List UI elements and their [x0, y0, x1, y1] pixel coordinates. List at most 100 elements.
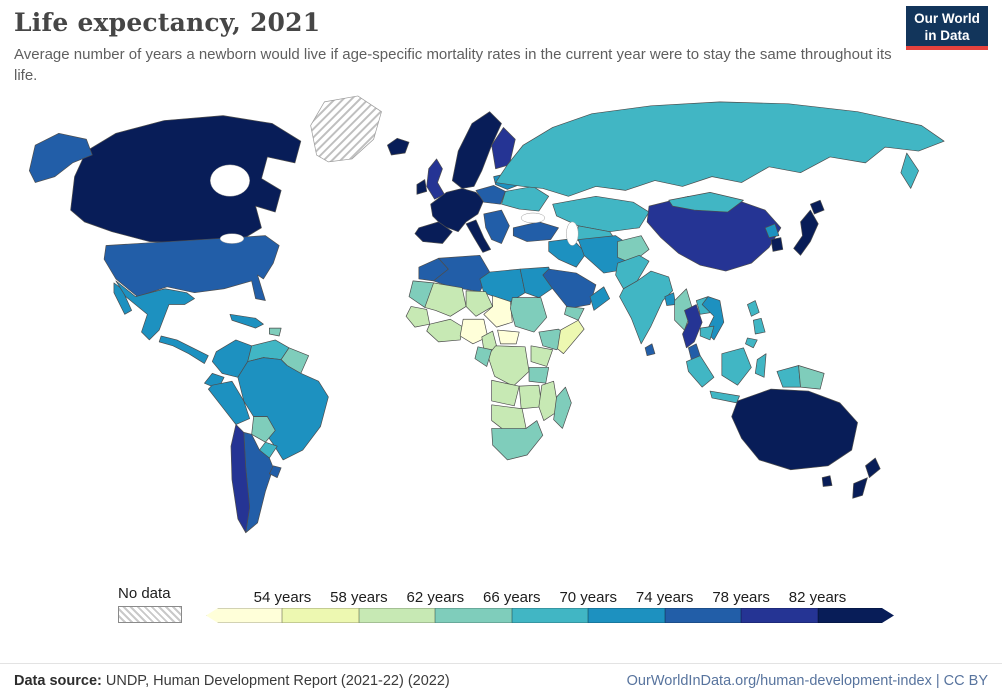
country-norway-sweden[interactable]	[451, 111, 502, 189]
country-central-america[interactable]	[158, 335, 209, 364]
country-gabon-congo[interactable]	[474, 346, 492, 367]
country-sudan[interactable]	[510, 297, 548, 333]
country-russia[interactable]	[495, 101, 945, 197]
country-angola[interactable]	[491, 379, 520, 407]
country-papua-new-guinea[interactable]	[798, 365, 825, 390]
legend-bin-62-66[interactable]	[435, 608, 512, 623]
country-alaska[interactable]	[28, 133, 93, 183]
country-nigeria[interactable]	[459, 318, 489, 345]
country-mexico[interactable]	[115, 280, 195, 341]
country-brazil[interactable]	[237, 357, 329, 461]
legend-bin-78-82[interactable]	[741, 608, 818, 623]
footer-link[interactable]: OurWorldInData.org/human-development-ind…	[626, 673, 988, 689]
chart-header: Life expectancy, 2021 Average number of …	[14, 0, 988, 86]
country-indonesia-papua[interactable]	[776, 365, 801, 388]
country-united-kingdom[interactable]	[426, 158, 445, 200]
legend-bin-54-58[interactable]	[282, 608, 359, 623]
country-philippines-luzon[interactable]	[747, 300, 760, 317]
owid-logo-line2: in Data	[924, 28, 970, 43]
country-mongolia[interactable]	[668, 192, 744, 213]
legend-color-scale: 54 years 58 years 62 years 66 years 70 y…	[206, 588, 894, 623]
country-balkans[interactable]	[483, 209, 510, 244]
country-finland[interactable]	[491, 127, 516, 170]
country-kazakhstan[interactable]	[552, 195, 650, 233]
country-turkey[interactable]	[512, 221, 559, 242]
country-new-zealand-north[interactable]	[865, 457, 881, 478]
legend-bin-over-82[interactable]	[818, 608, 894, 623]
country-mali[interactable]	[424, 282, 467, 317]
legend-bin-74-78[interactable]	[664, 608, 742, 623]
country-chile[interactable]	[230, 424, 251, 534]
country-senegal-guinea[interactable]	[405, 306, 431, 328]
legend-bin-66-70[interactable]	[511, 608, 589, 623]
country-indonesia-java[interactable]	[709, 390, 740, 404]
country-oman[interactable]	[589, 286, 611, 311]
country-australia[interactable]	[731, 388, 858, 471]
hudson-bay	[210, 164, 250, 197]
country-south-africa[interactable]	[491, 420, 544, 461]
country-uruguay[interactable]	[269, 465, 282, 478]
country-poland-central-europe[interactable]	[475, 185, 506, 205]
country-mozambique[interactable]	[538, 380, 559, 421]
country-zambia-zimbabwe[interactable]	[518, 384, 543, 410]
country-cambodia[interactable]	[699, 325, 715, 341]
chart-subtitle: Average number of years a newborn would …	[14, 46, 892, 84]
legend-bin-70-74[interactable]	[588, 608, 665, 623]
legend-bin-under-54[interactable]	[206, 608, 283, 623]
great-lakes	[219, 233, 245, 244]
country-sri-lanka[interactable]	[644, 343, 656, 357]
country-borneo[interactable]	[721, 347, 752, 386]
country-ivory-coast-ghana[interactable]	[426, 318, 464, 343]
country-tasmania[interactable]	[821, 475, 833, 487]
country-peru[interactable]	[208, 380, 251, 425]
country-cuba[interactable]	[229, 313, 264, 329]
legend-no-data: No data	[118, 585, 182, 623]
country-spain-portugal[interactable]	[414, 221, 453, 244]
world-map[interactable]	[14, 94, 988, 581]
country-japan[interactable]	[793, 209, 819, 256]
country-somalia[interactable]	[557, 319, 585, 355]
country-chad[interactable]	[483, 295, 513, 328]
country-central-african-republic[interactable]	[497, 329, 520, 345]
country-indonesia-sulawesi[interactable]	[754, 353, 767, 378]
title-block: Life expectancy, 2021 Average number of …	[14, 6, 894, 86]
country-japan-hokkaido[interactable]	[810, 199, 825, 215]
country-kenya-uganda[interactable]	[530, 345, 553, 367]
country-yemen[interactable]	[564, 306, 585, 321]
country-new-zealand-south[interactable]	[852, 477, 868, 499]
country-hispaniola[interactable]	[269, 327, 282, 337]
country-bolivia[interactable]	[251, 416, 276, 443]
legend-tick-62: 62 years	[406, 589, 465, 606]
country-russia-kamchatka[interactable]	[900, 152, 919, 189]
country-ukraine[interactable]	[501, 186, 550, 212]
country-north-korea[interactable]	[764, 223, 780, 238]
legend-tick-70: 70 years	[559, 589, 617, 606]
country-indonesia-sumatra[interactable]	[686, 355, 715, 388]
chart-footer: Data source: UNDP, Human Development Rep…	[0, 663, 1002, 700]
country-canada[interactable]	[70, 115, 302, 244]
country-greenland-no-data[interactable]	[310, 95, 382, 163]
country-madagascar[interactable]	[553, 386, 572, 429]
legend-color-bar	[206, 608, 894, 623]
owid-logo-line1: Our World	[914, 11, 980, 27]
country-namibia-botswana[interactable]	[491, 404, 527, 431]
legend-no-data-swatch[interactable]	[118, 606, 182, 623]
legend-bin-58-62[interactable]	[358, 608, 436, 623]
country-thailand[interactable]	[682, 304, 703, 349]
country-ireland[interactable]	[416, 179, 428, 195]
country-algeria[interactable]	[433, 254, 491, 293]
country-dr-congo[interactable]	[487, 345, 530, 387]
country-italy[interactable]	[465, 219, 492, 253]
country-philippines-mindanao[interactable]	[745, 337, 758, 349]
page-title: Life expectancy, 2021	[14, 8, 321, 37]
country-saudi-arabia[interactable]	[542, 268, 597, 309]
legend-tick-66: 66 years	[482, 589, 541, 606]
country-tanzania[interactable]	[528, 367, 550, 384]
owid-logo[interactable]: Our World in Data	[906, 6, 988, 50]
country-niger[interactable]	[465, 290, 493, 317]
country-philippines-visayas[interactable]	[752, 317, 766, 335]
country-south-korea[interactable]	[770, 237, 784, 252]
country-usa[interactable]	[103, 235, 280, 301]
country-iceland[interactable]	[387, 137, 410, 156]
country-india[interactable]	[619, 270, 673, 345]
